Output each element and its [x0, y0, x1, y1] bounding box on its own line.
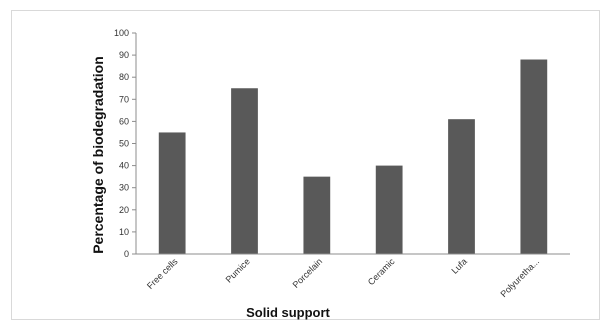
bars [158, 59, 548, 254]
x-axis-title: Solid support [246, 305, 330, 320]
x-category-label: Polyuretha... [498, 256, 541, 299]
y-tick-label: 0 [124, 249, 129, 259]
y-tick-label: 50 [119, 139, 129, 149]
y-tick-label: 90 [119, 50, 129, 60]
y-tick-label: 20 [119, 205, 129, 215]
bar-lufa [448, 119, 475, 254]
y-tick-label: 40 [119, 161, 129, 171]
y-tick-label: 80 [119, 72, 129, 82]
chart-frame [11, 10, 600, 320]
x-category-label: Porcelain [291, 256, 325, 290]
y-tick-label: 10 [119, 227, 129, 237]
y-tick-label: 70 [119, 94, 129, 104]
x-category-label: Ceramic [366, 256, 397, 287]
bar-porcelain [303, 176, 331, 254]
y-tick-label: 100 [114, 28, 129, 38]
x-category-label: Lufa [449, 256, 468, 275]
bar-ceramic [375, 165, 403, 254]
y-axis-title: Percentage of biodegradation [90, 56, 106, 254]
x-category-label: Pumice [224, 256, 252, 284]
y-tick-label: 60 [119, 116, 129, 126]
bar-pumice [231, 88, 258, 254]
bar-polyuretha [520, 59, 548, 254]
bar-free-cells [158, 132, 186, 254]
y-axis-ticks: 0 10 20 30 40 50 60 70 80 90 100 [114, 28, 136, 259]
y-tick-label: 30 [119, 183, 129, 193]
x-axis-category-labels: Free cells Pumice Porcelain Ceramic Lufa Poly… [145, 256, 541, 299]
x-category-label: Free cells [145, 256, 180, 291]
